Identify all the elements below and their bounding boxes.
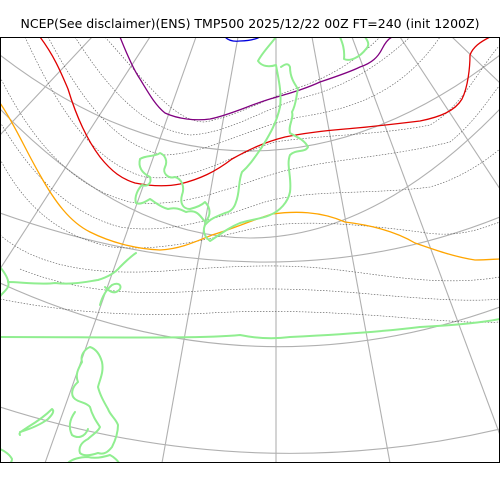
coastline (339, 37, 370, 61)
minor-isotherm (104, 37, 381, 123)
coastline (68, 411, 89, 438)
meridian (161, 37, 239, 463)
coastline (99, 282, 122, 306)
coastline (67, 454, 120, 463)
latitude-circle (0, 212, 500, 263)
minor-isotherm (0, 234, 500, 282)
isotherm-red (39, 37, 491, 187)
latitude-circle (0, 282, 500, 348)
meridian (44, 37, 197, 463)
minor-isotherm (24, 37, 500, 179)
meridian (311, 37, 391, 463)
meridian (0, 37, 151, 270)
coastline (18, 408, 55, 436)
coastline (0, 266, 10, 298)
latitude-circle (0, 54, 500, 152)
isotherm-purple (119, 37, 393, 121)
map-canvas (0, 37, 500, 463)
minor-isotherm (0, 76, 500, 204)
coastline (0, 318, 500, 340)
meridian (399, 37, 500, 190)
coastline (7, 252, 137, 285)
isotherm-blue (224, 37, 261, 42)
latitude-circle (0, 406, 500, 454)
minor-isotherm (0, 158, 500, 249)
coastline (71, 346, 119, 457)
map-title: NCEP(See disclaimer)(ENS) TMP500 2025/12… (20, 16, 480, 31)
minor-isotherms (0, 37, 500, 323)
coastlines (0, 37, 500, 463)
minor-isotherm (19, 268, 500, 301)
minor-isotherm (47, 37, 441, 156)
latitude-circles (0, 54, 500, 454)
meridians (0, 37, 500, 463)
latitude-circle (0, 108, 500, 239)
minor-isotherm (0, 298, 500, 323)
coastline (134, 152, 211, 223)
meridian (0, 37, 93, 136)
coastline (0, 448, 13, 463)
coastline (202, 37, 309, 242)
isotherm-orange (0, 102, 500, 261)
meridian (451, 37, 500, 84)
minor-isotherm (74, 37, 411, 136)
minor-isotherm (0, 121, 500, 230)
meridian (351, 37, 500, 436)
map-frame (0, 37, 500, 463)
